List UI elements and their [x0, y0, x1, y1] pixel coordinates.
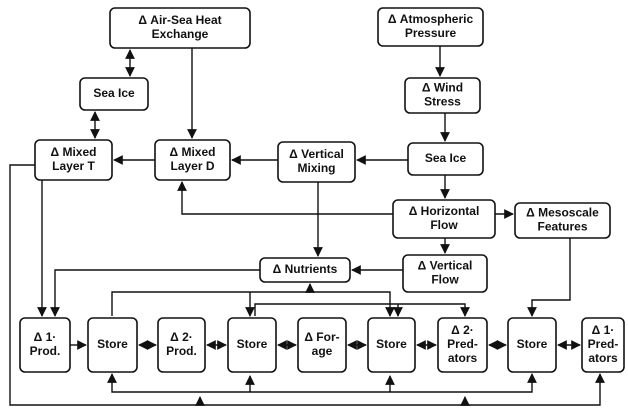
node-label: Δ Vertical: [289, 147, 344, 161]
node-label: Layer D: [170, 159, 214, 173]
node-box: [367, 317, 416, 373]
node-box: [259, 257, 351, 283]
node-label: Δ For-: [304, 330, 339, 344]
node-label: Δ Nutrients: [273, 262, 338, 276]
node-box: [154, 139, 231, 181]
node-box: [407, 142, 484, 176]
node-label: Pred-: [588, 337, 619, 351]
node-label: Δ Mesoscale: [526, 206, 599, 220]
node-box: [277, 141, 356, 183]
node-label: Δ 1·: [592, 323, 615, 337]
node-box: [514, 202, 611, 239]
node-label: Δ Vertical: [418, 259, 473, 273]
node-label: Flow: [430, 218, 458, 232]
node-label: Flow: [431, 273, 459, 287]
node-label: ators: [448, 351, 478, 365]
node-box: [297, 317, 347, 373]
node-label: Layer T: [52, 159, 95, 173]
node-label: Δ Air-Sea Heat: [138, 13, 221, 27]
node-label: Prod.: [30, 344, 61, 358]
node-label: Prod.: [166, 344, 197, 358]
node-box: [377, 7, 484, 47]
node-label: Δ Wind: [422, 81, 463, 95]
node-label: Store: [97, 337, 128, 351]
node-label: age: [312, 344, 333, 358]
node-label: Δ Mixed: [51, 145, 97, 159]
node-box: [34, 139, 113, 181]
node-box: [507, 317, 557, 373]
node-label: Δ Horizontal: [409, 204, 480, 218]
node-label: Pred-: [447, 337, 478, 351]
node-label: Store: [237, 337, 268, 351]
node-label: ators: [588, 351, 618, 365]
node-box: [87, 317, 138, 373]
node-box: [437, 317, 488, 373]
node-label: Δ Atmospheric: [388, 12, 474, 26]
node-label: Exchange: [152, 27, 209, 41]
node-label: Features: [537, 220, 587, 234]
node-box: [109, 7, 251, 49]
node-label: Δ 1·: [34, 330, 57, 344]
node-box: [79, 77, 149, 111]
node-label: Stress: [424, 95, 461, 109]
node-label: Mixing: [298, 161, 336, 175]
node-label: Δ 2·: [170, 330, 193, 344]
node-box: [581, 317, 625, 373]
node-label: Pressure: [405, 26, 457, 40]
edges: [9, 46, 605, 406]
node-label: Store: [376, 337, 407, 351]
node-label: Δ Mixed: [170, 145, 216, 159]
node-box: [392, 199, 496, 239]
node-box: [404, 77, 481, 114]
node-label: Store: [517, 337, 548, 351]
node-label: Δ 2·: [451, 323, 474, 337]
node-box: [19, 317, 71, 373]
node-box: [157, 317, 206, 373]
node-box: [402, 254, 488, 293]
node-box: [227, 317, 277, 373]
node-label: Sea Ice: [93, 86, 135, 100]
node-label: Sea Ice: [425, 151, 467, 165]
